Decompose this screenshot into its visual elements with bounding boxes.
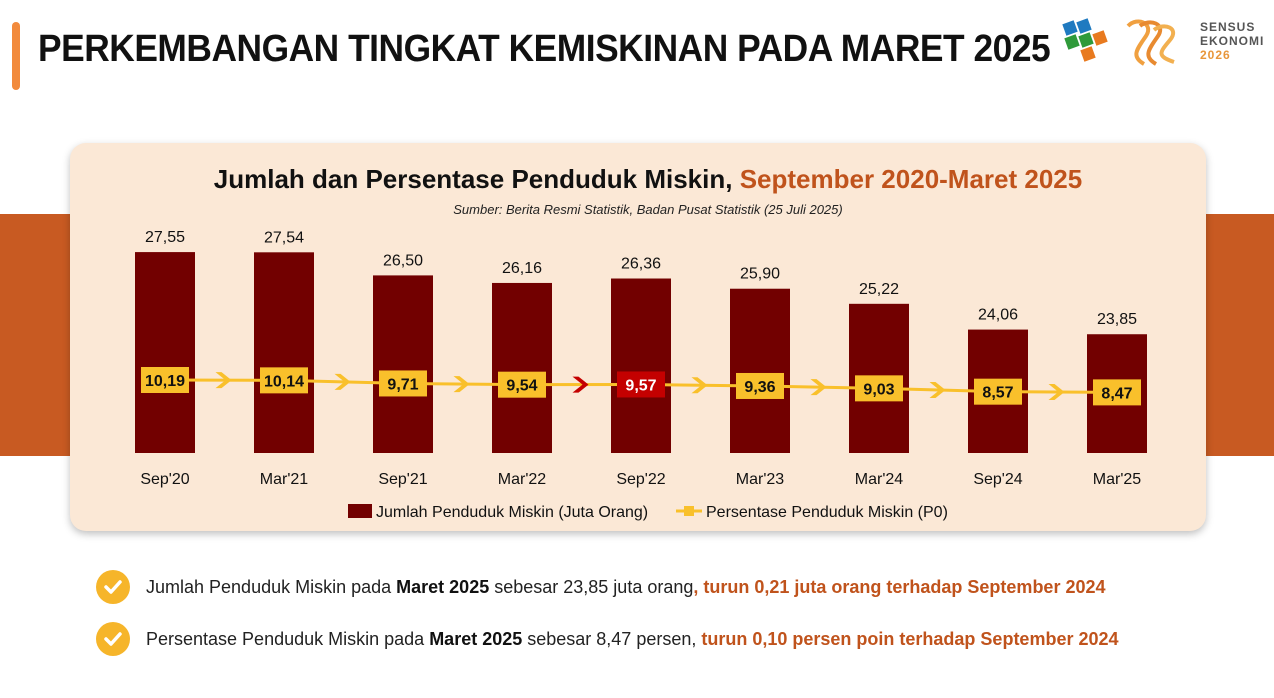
bullet-text: Jumlah Penduduk Miskin pada Maret 2025 s… [146, 577, 1106, 597]
bar-value-label: 23,85 [1097, 311, 1137, 328]
x-tick-label: Sep'24 [973, 471, 1022, 488]
line-point-marker [736, 372, 784, 399]
line-point-marker [974, 378, 1022, 405]
bar-value-label: 27,55 [145, 229, 185, 246]
chevron-arrow [572, 376, 589, 393]
line-point-marker [260, 367, 308, 394]
bullet-text: Persentase Penduduk Miskin pada Maret 20… [146, 629, 1119, 649]
bar [730, 288, 790, 453]
x-tick-label: Mar'23 [736, 471, 785, 488]
legend-line-label: Persentase Penduduk Miskin (P0) [706, 504, 948, 521]
line-value-label: 9,71 [387, 376, 418, 393]
chart-source: Sumber: Berita Resmi Statistik, Badan Pu… [453, 202, 843, 217]
bar [135, 252, 195, 453]
x-tick-label: Sep'22 [616, 471, 665, 488]
legend-bar-swatch [348, 504, 372, 518]
legend-line-marker [684, 506, 694, 516]
line-value-label: 10,14 [264, 373, 304, 390]
chevron-arrow [1048, 384, 1065, 401]
logo-text: SENSUS EKONOMI 2026 [1200, 20, 1265, 62]
bar-value-label: 26,16 [502, 260, 542, 277]
chevron-arrow [929, 382, 946, 399]
bar [611, 278, 671, 453]
page-title: PERKEMBANGAN TINGKAT KEMISKINAN PADA MAR… [38, 28, 1051, 70]
bar [254, 252, 314, 453]
line-value-label: 9,57 [625, 377, 656, 394]
x-tick-label: Mar'22 [498, 471, 547, 488]
line-point-marker [617, 371, 665, 398]
line-value-label: 9,36 [744, 379, 775, 396]
bar-value-label: 26,36 [621, 256, 661, 273]
chart-title: Jumlah dan Persentase Penduduk Miskin, S… [213, 164, 1083, 194]
bar-value-label: 25,90 [740, 266, 780, 283]
bps-logo-icon [1062, 18, 1176, 66]
line-point-marker [1093, 379, 1141, 406]
check-icon [96, 570, 130, 604]
chevron-arrow [215, 372, 232, 389]
x-tick-label: Mar'25 [1093, 471, 1142, 488]
check-icon [96, 622, 130, 656]
line-point-marker [855, 375, 903, 402]
bar-value-label: 27,54 [264, 229, 304, 246]
line-value-label: 10,19 [145, 373, 185, 390]
bar-value-label: 25,22 [859, 281, 899, 298]
bps-sensus-logo: SENSUS EKONOMI 2026 [1058, 16, 1268, 72]
chevron-arrow [691, 377, 708, 394]
chevron-arrow [453, 376, 470, 393]
title-accent-bar [12, 22, 20, 90]
line-point-marker [141, 367, 189, 393]
chevron-arrow [334, 373, 351, 390]
line-value-label: 8,47 [1101, 385, 1132, 402]
x-tick-label: Sep'20 [140, 471, 189, 488]
bar-value-label: 26,50 [383, 252, 423, 269]
x-tick-label: Mar'24 [855, 471, 904, 488]
line-value-label: 9,54 [506, 378, 537, 395]
bar [492, 282, 552, 453]
x-tick-label: Sep'21 [378, 471, 427, 488]
line-value-label: 9,03 [863, 381, 894, 398]
line-value-label: 8,57 [982, 385, 1013, 402]
chevron-arrow [810, 379, 827, 396]
line-point-marker [498, 371, 546, 398]
x-tick-label: Mar'21 [260, 471, 309, 488]
bar-value-label: 24,06 [978, 307, 1018, 324]
legend-bar-label: Jumlah Penduduk Miskin (Juta Orang) [376, 504, 648, 521]
bar [373, 275, 433, 453]
line-point-marker [379, 370, 427, 397]
